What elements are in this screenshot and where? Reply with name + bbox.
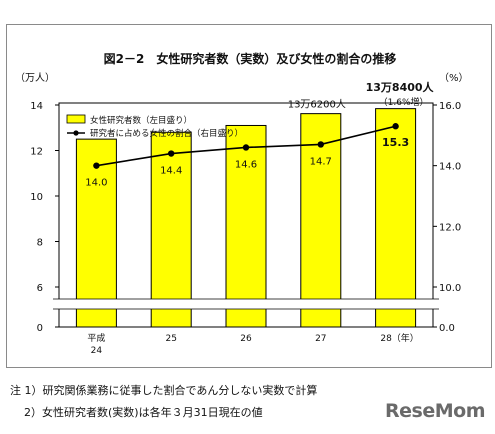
- category-label: 平成: [87, 332, 105, 344]
- category-label: 28（年）: [380, 332, 418, 344]
- left-tick-label: 6: [37, 283, 43, 294]
- legend-bar-swatch: [66, 114, 86, 124]
- chart-frame: 図2－2 女性研究者数（実数）及び女性の割合の推移 （万人） （%） 0 6 8 10 12 1…: [6, 24, 492, 368]
- ratio-point: [93, 162, 100, 169]
- category-label: 25: [165, 334, 176, 344]
- right-tick-label: 10.0: [439, 283, 461, 294]
- category-label: 26: [240, 334, 252, 344]
- left-axis-unit: （万人）: [15, 72, 55, 84]
- ratio-data-label: 14.4: [160, 166, 182, 177]
- left-tick-label: 14: [30, 101, 43, 112]
- right-axis-unit: （%）: [439, 72, 469, 84]
- right-tick-label: 14.0: [439, 162, 461, 173]
- left-tick-label: 10: [30, 192, 43, 203]
- legend-line-label: 研究者に占める女性の割合（右目盛り）: [90, 128, 243, 139]
- ratio-point: [317, 141, 324, 148]
- note-1: 注 1）研究関係業務に従事した割合であん分しない実数で計算: [10, 384, 318, 397]
- legend-line-marker: [73, 130, 79, 136]
- left-tick-label: 12: [30, 147, 43, 158]
- note-2: 2）女性研究者数(実数)は各年３月31日現在の値: [24, 406, 263, 419]
- ratio-data-label: 15.3: [382, 136, 409, 149]
- ratio-data-label: 14.7: [310, 156, 332, 167]
- bar: [75, 138, 117, 328]
- bar: [150, 131, 192, 328]
- notes: 注 1）研究関係業務に従事した割合であん分しない実数で計算 2）女性研究者数(実…: [10, 380, 317, 424]
- ratio-point: [168, 150, 175, 157]
- ratio-data-label: 14.0: [85, 178, 107, 189]
- watermark-logo: ReseMom: [385, 400, 485, 422]
- ratio-point: [242, 144, 250, 151]
- left-tick-label: 0: [37, 323, 43, 334]
- axis-break-band: [53, 299, 439, 309]
- left-tick-label: 8: [37, 238, 43, 249]
- chart-title: 図2－2 女性研究者数（実数）及び女性の割合の推移: [104, 51, 397, 66]
- category-label: 24: [91, 346, 103, 356]
- annotation-count-27: 13万6200人: [288, 99, 346, 111]
- ratio-point: [392, 123, 399, 130]
- bar: [225, 124, 267, 328]
- right-tick-label: 16.0: [439, 101, 461, 112]
- chart-svg: 図2－2 女性研究者数（実数）及び女性の割合の推移 （万人） （%） 0 6 8 10 12 1…: [15, 51, 469, 356]
- annotation-growth-28: （1.6%増）: [379, 96, 429, 108]
- right-tick-label: 0.0: [439, 323, 455, 334]
- category-label: 27: [315, 334, 326, 344]
- right-tick-label: 12.0: [439, 222, 461, 233]
- legend-bar-label: 女性研究者数（左目盛り）: [90, 115, 192, 126]
- ratio-data-label: 14.6: [235, 159, 257, 170]
- bar: [375, 108, 417, 328]
- annotation-count-28: 13万8400人: [366, 80, 435, 94]
- bar: [300, 113, 342, 328]
